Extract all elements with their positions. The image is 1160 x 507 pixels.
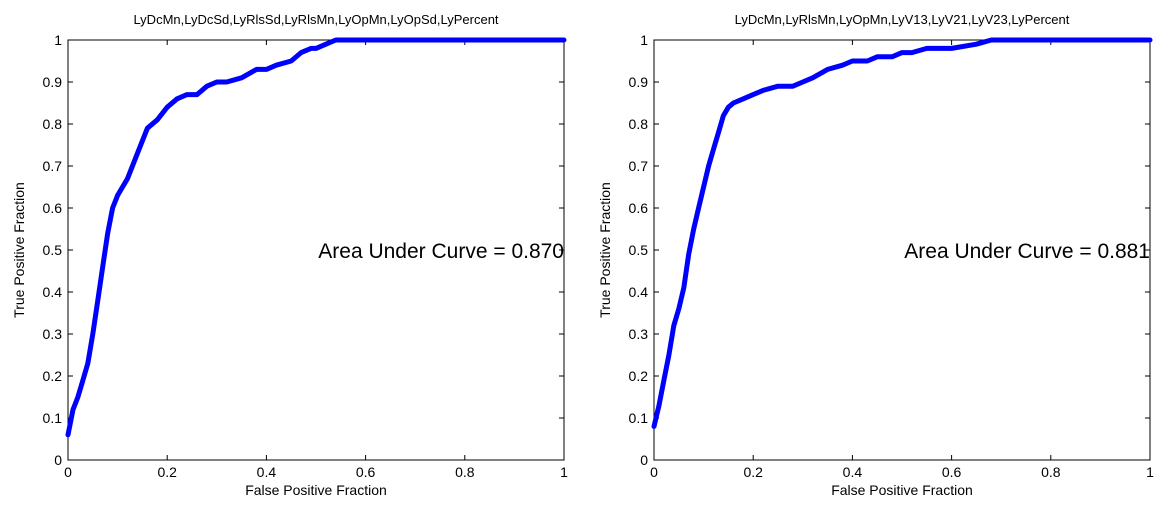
y-tick-label: 0.2 <box>43 368 63 384</box>
y-tick-label: 0.3 <box>629 326 649 342</box>
y-axis-label: True Positive Fraction <box>11 182 27 318</box>
y-tick-label: 0.8 <box>43 116 63 132</box>
x-tick-label: 0 <box>650 464 658 480</box>
auc-annotation: Area Under Curve = 0.870 <box>318 240 564 263</box>
x-tick-label: 0.6 <box>356 464 376 480</box>
x-tick-label: 0.8 <box>1041 464 1061 480</box>
y-tick-label: 0.9 <box>629 74 649 90</box>
x-tick-label: 0.2 <box>157 464 177 480</box>
x-axis-label: False Positive Fraction <box>245 482 387 498</box>
x-tick-label: 0.4 <box>843 464 863 480</box>
y-tick-label: 0.2 <box>629 368 649 384</box>
y-tick-label: 0 <box>54 452 62 468</box>
y-tick-label: 0.7 <box>43 158 63 174</box>
plot-frame <box>653 39 1151 461</box>
x-tick-label: 1 <box>560 464 568 480</box>
y-tick-label: 0.7 <box>629 158 649 174</box>
x-axis-label: False Positive Fraction <box>831 482 973 498</box>
y-axis-label: True Positive Fraction <box>597 182 613 318</box>
x-tick-label: 0.6 <box>942 464 962 480</box>
x-tick-label: 0.4 <box>257 464 277 480</box>
y-tick-label: 0.4 <box>629 284 649 300</box>
y-tick-label: 0.8 <box>629 116 649 132</box>
y-tick-label: 0.4 <box>43 284 63 300</box>
x-tick-label: 0.2 <box>743 464 763 480</box>
y-tick-label: 0.1 <box>43 410 63 426</box>
chart-panel-1: LyDcMn,LyDcSd,LyRlsSd,LyRlsMn,LyOpMn,LyO… <box>11 12 568 498</box>
y-tick-label: 0.6 <box>43 200 63 216</box>
y-tick-label: 0.5 <box>629 242 649 258</box>
y-tick-label: 0.6 <box>629 200 649 216</box>
x-tick-label: 0 <box>64 464 72 480</box>
chart-title: LyDcMn,LyRlsMn,LyOpMn,LyV13,LyV21,LyV23,… <box>735 12 1070 27</box>
y-tick-label: 0 <box>640 452 648 468</box>
y-tick-label: 1 <box>54 32 62 48</box>
x-tick-label: 0.8 <box>455 464 475 480</box>
y-tick-label: 0.1 <box>629 410 649 426</box>
y-tick-label: 0.3 <box>43 326 63 342</box>
y-tick-label: 0.9 <box>43 74 63 90</box>
roc-curve-line <box>651 37 1153 429</box>
roc-curve-line <box>65 37 567 438</box>
auc-annotation: Area Under Curve = 0.881 <box>904 240 1150 263</box>
chart-title: LyDcMn,LyDcSd,LyRlsSd,LyRlsMn,LyOpMn,LyO… <box>133 12 498 27</box>
x-tick-label: 1 <box>1146 464 1154 480</box>
y-tick-label: 1 <box>640 32 648 48</box>
chart-panel-2: LyDcMn,LyRlsMn,LyOpMn,LyV13,LyV21,LyV23,… <box>597 12 1154 498</box>
plot-frame <box>67 39 565 461</box>
y-tick-label: 0.5 <box>43 242 63 258</box>
